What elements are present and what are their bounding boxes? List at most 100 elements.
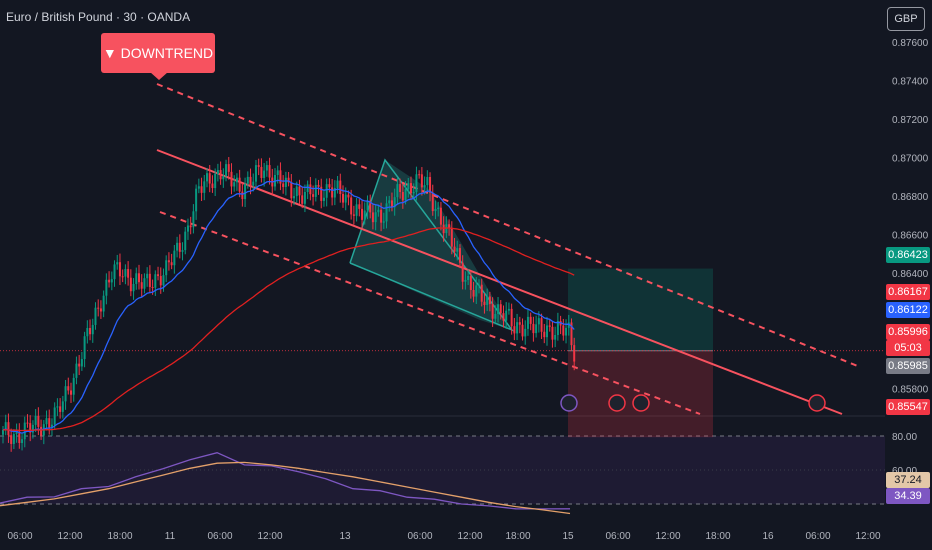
candle-body	[358, 204, 361, 209]
candle-body	[502, 313, 505, 321]
candle-body	[241, 191, 244, 200]
candle-body	[499, 304, 502, 314]
candle-body	[235, 177, 238, 183]
ema-slow-line	[2, 227, 575, 432]
candle-body	[268, 165, 271, 178]
candle-body	[222, 176, 225, 180]
candle-body	[127, 269, 130, 278]
candle-body	[331, 187, 334, 198]
candle-body	[418, 174, 421, 176]
candle-body	[518, 322, 521, 325]
candle-body	[276, 170, 279, 175]
candle-body	[56, 406, 59, 408]
candle-body	[434, 208, 437, 212]
time-axis-label: 12:00	[457, 531, 482, 542]
candle-body	[7, 422, 10, 436]
candle-body	[483, 301, 486, 305]
candle-body	[143, 278, 146, 289]
candle-body	[456, 248, 459, 252]
candle-body	[458, 248, 461, 263]
candle-body	[363, 210, 366, 220]
candle-body	[565, 327, 568, 336]
candle-body	[208, 173, 211, 184]
candle-body	[110, 279, 113, 283]
candle-body	[244, 183, 247, 200]
candle-body	[206, 173, 208, 182]
time-axis-label: 06:00	[805, 531, 830, 542]
rsi-ma-value-label: 37.24	[886, 472, 930, 488]
candle-body	[295, 186, 298, 197]
uk-flag-event-icon	[608, 394, 626, 412]
candle-body	[431, 192, 434, 212]
time-axis-label: 06:00	[407, 531, 432, 542]
candle-body	[80, 359, 83, 367]
candle-body	[423, 185, 426, 188]
candle-body	[83, 336, 86, 360]
time-axis-label: 12:00	[257, 531, 282, 542]
candle-body	[488, 296, 491, 305]
rsi-line	[0, 452, 571, 510]
candle-body	[361, 208, 364, 220]
candle-body	[546, 325, 548, 338]
candle-body	[21, 439, 24, 444]
candle-body	[347, 194, 350, 198]
candle-body	[303, 192, 306, 204]
candle-body	[478, 284, 480, 286]
rsi-band	[0, 436, 885, 504]
candle-body	[439, 207, 442, 225]
candle-body	[314, 184, 317, 197]
candle-body	[491, 304, 494, 319]
target-price-label: 0.86423	[886, 247, 930, 263]
candle-body	[102, 295, 105, 312]
candle-body	[369, 200, 372, 213]
candle-body	[2, 429, 4, 435]
candle-body	[157, 274, 160, 277]
last-price-label: 0.85996	[886, 324, 930, 340]
candle-body	[537, 318, 540, 325]
candle-body	[260, 166, 263, 178]
rsi-tick-label: 60.00	[892, 466, 917, 477]
candle-body	[448, 224, 451, 228]
candle-body	[154, 274, 157, 288]
candle-body	[407, 183, 410, 190]
eu-flag-event-icon	[632, 394, 650, 412]
candle-body	[118, 262, 121, 277]
candle-body	[40, 426, 43, 436]
ema-fast-line	[2, 179, 575, 434]
candle-body	[108, 279, 111, 283]
candle-body	[26, 422, 29, 424]
candle-body	[366, 200, 369, 211]
time-axis-label: 16	[762, 531, 774, 542]
candle-body	[306, 184, 309, 193]
price-tick-label: 0.87200	[892, 115, 929, 126]
candle-body	[192, 211, 195, 228]
candle-body	[53, 407, 56, 425]
time-axis-label: 06:00	[7, 531, 32, 542]
candle-body	[48, 418, 51, 428]
candle-body	[475, 285, 478, 297]
candle-body	[284, 177, 287, 187]
candle-body	[554, 335, 557, 340]
candle-body	[200, 186, 203, 193]
candle-body	[486, 296, 489, 305]
candle-body	[309, 184, 312, 195]
candle-body	[113, 264, 116, 280]
downtrend-callout[interactable]: ▼ DOWNTREND	[101, 33, 215, 73]
currency-button[interactable]: GBP	[887, 7, 925, 31]
candle-body	[412, 191, 415, 194]
candle-body	[322, 197, 325, 201]
candle-body	[410, 183, 412, 194]
time-axis-label: 06:00	[207, 531, 232, 542]
candle-body	[312, 194, 315, 197]
channel-upper-line	[156, 83, 861, 368]
time-axis-label: 12:00	[655, 531, 680, 542]
candle-body	[388, 200, 391, 204]
candle-body	[529, 316, 532, 324]
candle-body	[526, 316, 529, 329]
time-axis-label: 11	[165, 531, 176, 542]
candle-body	[97, 307, 100, 309]
candle-body	[445, 224, 448, 234]
rsi-ma-line	[0, 461, 571, 515]
candle-body	[556, 320, 559, 336]
